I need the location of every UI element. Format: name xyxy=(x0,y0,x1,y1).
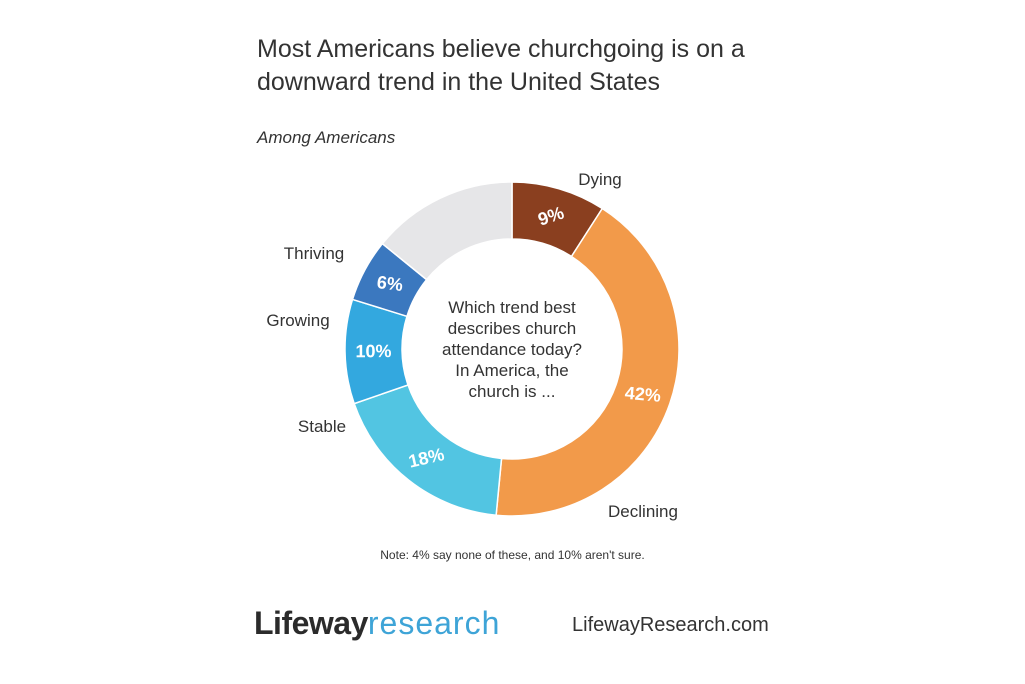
center-text-line: In America, the xyxy=(455,361,568,380)
name-label-stable: Stable xyxy=(298,417,346,436)
pct-label-declining: 42% xyxy=(624,383,662,406)
logo-research-text: research xyxy=(367,605,501,641)
center-question: Which trend best describes church attendan… xyxy=(442,298,582,401)
donut-slices xyxy=(344,181,680,517)
name-label-growing: Growing xyxy=(266,311,329,330)
name-label-declining: Declining xyxy=(608,502,678,521)
pct-label-thriving: 6% xyxy=(376,272,404,295)
name-label-dying: Dying xyxy=(578,170,621,189)
chart-note: Note: 4% say none of these, and 10% aren… xyxy=(380,548,645,562)
center-text-line: Which trend best xyxy=(448,298,576,317)
slice-name-labels: Dying Declining Stable Growing Thriving xyxy=(266,170,678,521)
name-label-thriving: Thriving xyxy=(284,244,344,263)
pct-label-growing: 10% xyxy=(355,341,391,361)
chart-subtitle: Among Americans xyxy=(257,128,396,147)
slice-other xyxy=(381,181,513,281)
center-text-line: describes church xyxy=(448,319,577,338)
lifeway-research-logo: Lifewayresearch xyxy=(254,603,500,643)
slice-declining xyxy=(495,207,680,517)
website-url: LifewayResearch.com xyxy=(572,614,769,636)
slice-percent-labels: 9%42%18%10%6% xyxy=(355,203,661,472)
chart-title: Most Americans believe churchgoing is on… xyxy=(257,35,745,96)
center-text-line: church is ... xyxy=(469,382,556,401)
center-text-line: attendance today? xyxy=(442,340,582,359)
logo-lifeway-text: Lifeway xyxy=(254,605,368,641)
